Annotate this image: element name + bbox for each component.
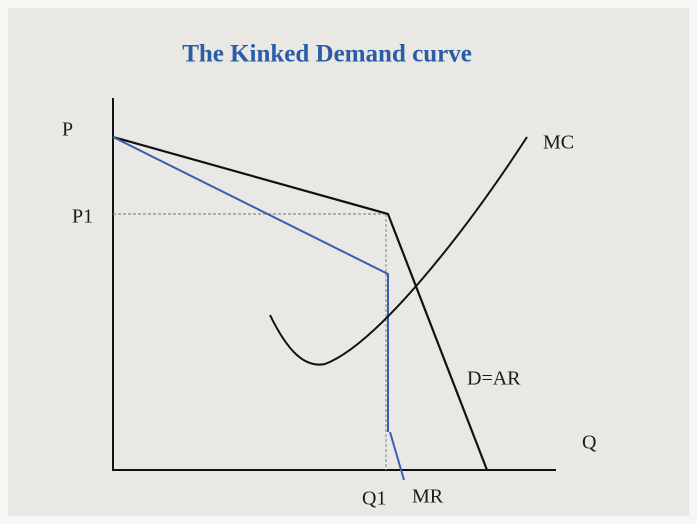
mr-curve-upper (112, 136, 389, 432)
x-axis-label: Q (582, 432, 597, 454)
y-axis-label: P (62, 119, 73, 141)
mr-label: MR (412, 486, 444, 508)
title: The Kinked Demand curve (182, 41, 472, 68)
background (8, 8, 689, 516)
price-label: P1 (72, 206, 93, 228)
quantity-label: Q1 (362, 488, 386, 510)
demand-label: D=AR (467, 368, 521, 390)
mc-label: MC (543, 132, 574, 154)
mc-curve (269, 136, 528, 366)
mr-curve-lower (389, 431, 405, 481)
demand-curve (112, 135, 489, 471)
